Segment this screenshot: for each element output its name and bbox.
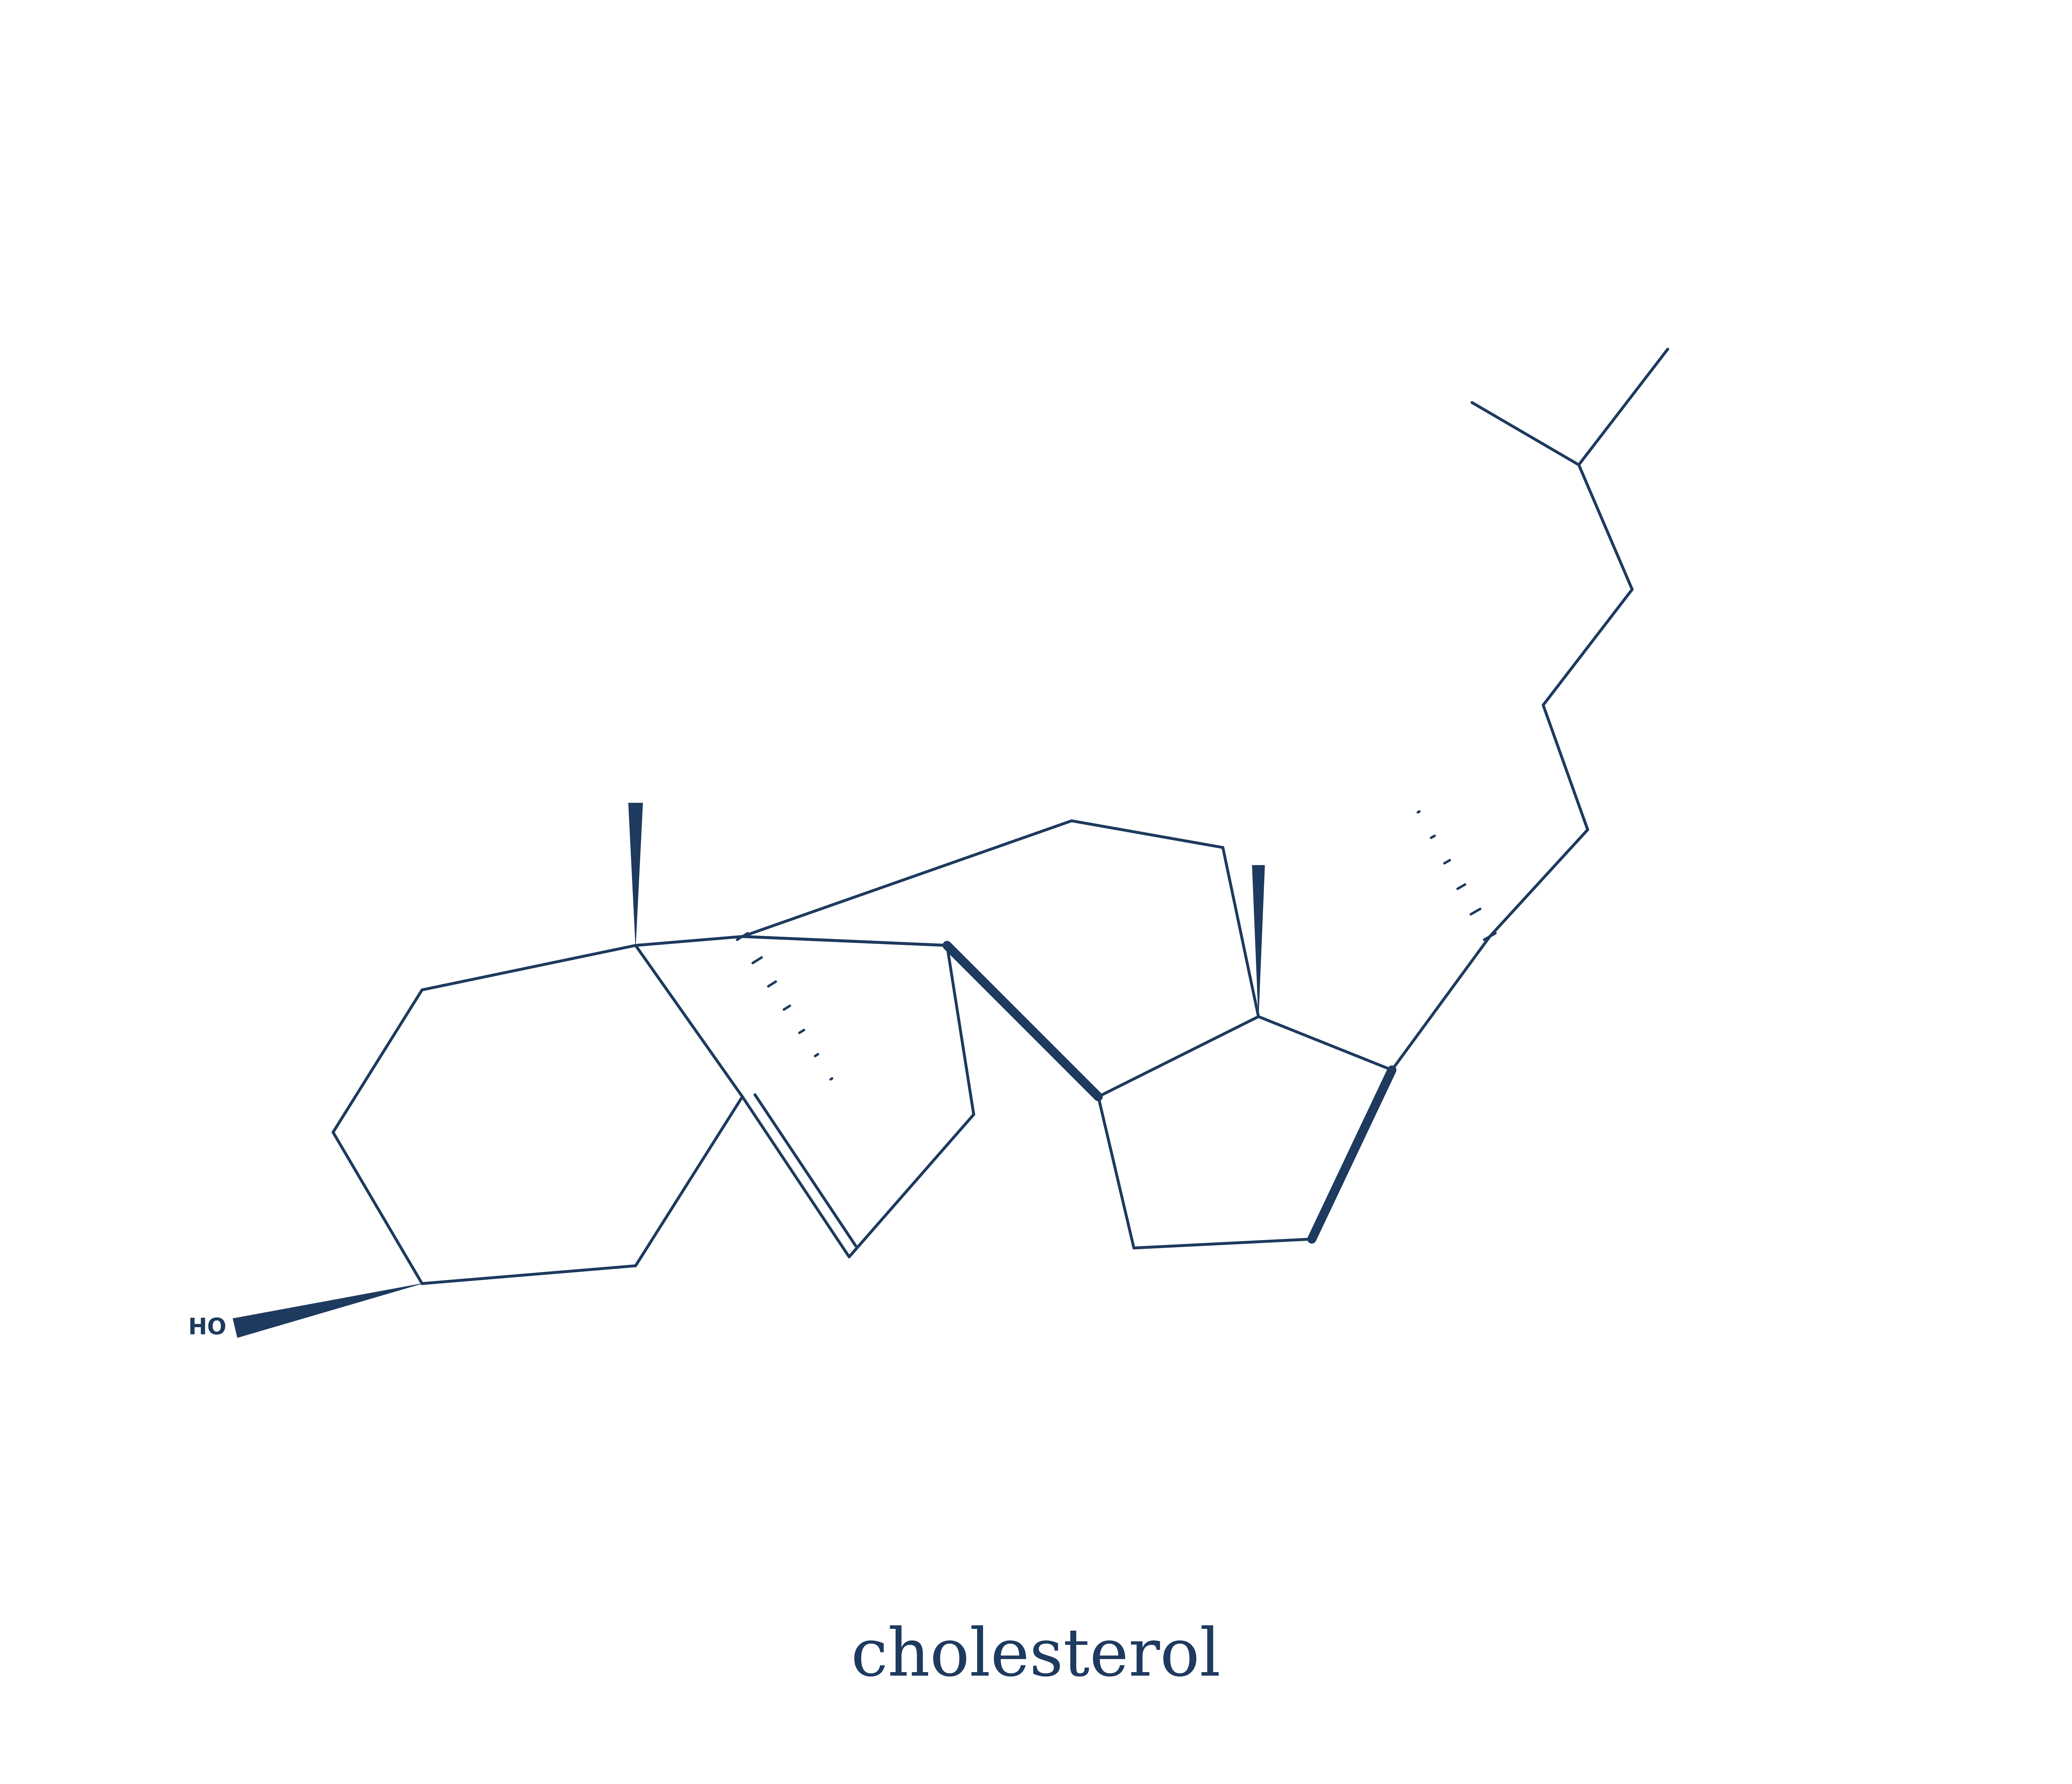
Polygon shape — [1251, 865, 1264, 1017]
Polygon shape — [232, 1283, 423, 1338]
Polygon shape — [628, 803, 642, 946]
Text: cholesterol: cholesterol — [852, 1625, 1220, 1689]
Text: HO: HO — [189, 1317, 226, 1340]
